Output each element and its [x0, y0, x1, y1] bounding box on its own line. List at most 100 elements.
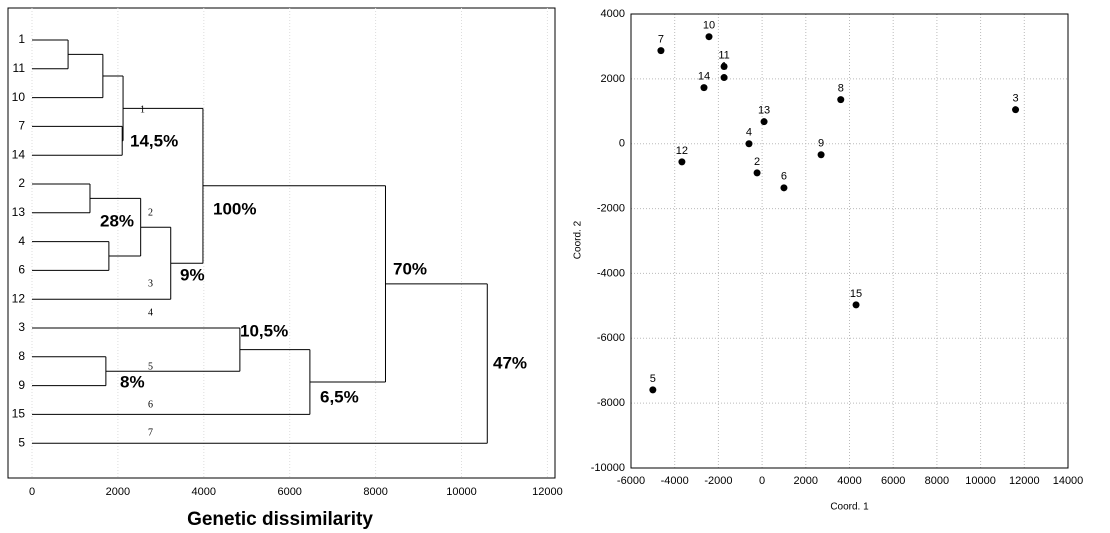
point-label: 13 — [758, 105, 770, 117]
cluster-annotation: 70% — [393, 259, 427, 278]
y-tick-label: -8000 — [597, 397, 625, 409]
leaf-label: 5 — [18, 435, 25, 449]
point — [720, 63, 728, 71]
point-label: 5 — [650, 373, 656, 385]
x-tick-label: 14000 — [1053, 475, 1084, 487]
x-tick-label: -6000 — [617, 475, 645, 487]
leaf-label: 4 — [18, 234, 25, 248]
cluster-annotation: 8% — [120, 372, 145, 391]
point-label: 6 — [781, 171, 787, 183]
cluster-number: 7 — [148, 427, 153, 438]
point — [1012, 106, 1020, 114]
cluster-annotation: 28% — [100, 211, 134, 230]
point-label: 12 — [676, 145, 688, 157]
x-tick-label: 4000 — [192, 486, 216, 498]
point — [837, 96, 845, 104]
cluster-annotation: 47% — [493, 353, 527, 372]
leaf-label: 3 — [18, 320, 25, 334]
leaf-label: 2 — [18, 176, 25, 190]
point-label: 3 — [1012, 93, 1018, 105]
cluster-annotation: 6,5% — [320, 387, 359, 406]
point — [720, 74, 728, 82]
dendrogram-link — [32, 349, 311, 415]
point-label: 15 — [850, 288, 862, 300]
leaf-label: 15 — [12, 407, 26, 421]
leaf-label: 7 — [18, 119, 25, 133]
leaf-label: 11 — [13, 61, 26, 75]
dendrogram-link — [202, 185, 386, 383]
cluster-annotation: 100% — [213, 199, 256, 218]
point — [760, 118, 768, 126]
dendrogram-link — [102, 75, 124, 142]
dendrogram-link — [32, 39, 69, 70]
cluster-number: 3 — [148, 278, 153, 289]
leaf-label: 13 — [12, 205, 26, 219]
x-tick-label: 0 — [759, 475, 765, 487]
dendrogram-link — [32, 125, 123, 156]
dendrogram-link — [32, 183, 91, 214]
point — [817, 151, 825, 159]
leaf-label: 12 — [12, 291, 26, 305]
x-tick-label: 10000 — [965, 475, 996, 487]
x-tick-label: 6000 — [881, 475, 905, 487]
cluster-number: 4 — [148, 307, 153, 318]
leaf-label: 10 — [12, 90, 26, 104]
point — [700, 84, 708, 92]
plot-frame — [630, 13, 1069, 469]
x-tick-label: 0 — [29, 486, 35, 498]
cluster-annotation: 9% — [180, 265, 205, 284]
point — [649, 386, 657, 394]
y-tick-label: -6000 — [597, 332, 625, 344]
y-tick-label: 2000 — [601, 73, 625, 85]
point-label: 4 — [746, 127, 752, 139]
x-tick-label: 8000 — [363, 486, 387, 498]
point — [780, 184, 788, 192]
dendrogram-link — [32, 241, 110, 271]
x-tick-label: 12000 — [1009, 475, 1040, 487]
x-tick-label: 6000 — [277, 486, 301, 498]
y-tick-label: -2000 — [597, 202, 625, 214]
point — [852, 301, 860, 309]
cluster-number: 6 — [148, 399, 153, 410]
dendrogram-link — [32, 226, 172, 300]
point — [753, 169, 761, 177]
point — [657, 47, 665, 55]
point — [745, 140, 753, 148]
dendrogram-link — [32, 327, 241, 372]
leaf-label: 6 — [18, 263, 25, 277]
plot-frame — [7, 7, 556, 479]
leaf-label: 8 — [18, 349, 25, 363]
leaf-label: 14 — [12, 147, 26, 161]
x-axis-title: Coord. 1 — [830, 502, 869, 513]
y-axis-title: Coord. 2 — [573, 220, 584, 259]
cluster-number: 5 — [148, 361, 153, 372]
x-tick-label: 2000 — [794, 475, 818, 487]
leaf-label: 9 — [18, 378, 25, 392]
x-axis-title: Genetic dissimilarity — [187, 509, 373, 530]
cluster-annotation: 10,5% — [240, 321, 288, 340]
x-tick-label: 12000 — [532, 486, 563, 498]
cluster-annotation: 14,5% — [130, 131, 178, 150]
point-label: 11 — [718, 49, 729, 61]
dendrogram-link — [32, 356, 107, 387]
point-label: 14 — [698, 71, 710, 83]
cluster-number: 2 — [148, 207, 153, 218]
y-tick-label: -4000 — [597, 267, 625, 279]
point-label: 9 — [818, 138, 824, 150]
x-tick-label: 4000 — [837, 475, 861, 487]
x-tick-label: 10000 — [446, 486, 477, 498]
y-tick-label: -10000 — [591, 462, 625, 474]
x-tick-label: 2000 — [106, 486, 130, 498]
y-tick-label: 0 — [619, 138, 625, 150]
dendrogram-link — [32, 53, 104, 99]
y-tick-label: 4000 — [601, 8, 625, 20]
cluster-number: 1 — [140, 104, 145, 115]
dendrogram-link — [32, 283, 488, 444]
x-tick-label: 8000 — [925, 475, 949, 487]
x-tick-label: -4000 — [661, 475, 689, 487]
point-label: 8 — [838, 83, 844, 95]
dendrogram-link — [123, 107, 204, 264]
x-tick-label: -2000 — [704, 475, 732, 487]
point-label: 7 — [658, 34, 664, 46]
